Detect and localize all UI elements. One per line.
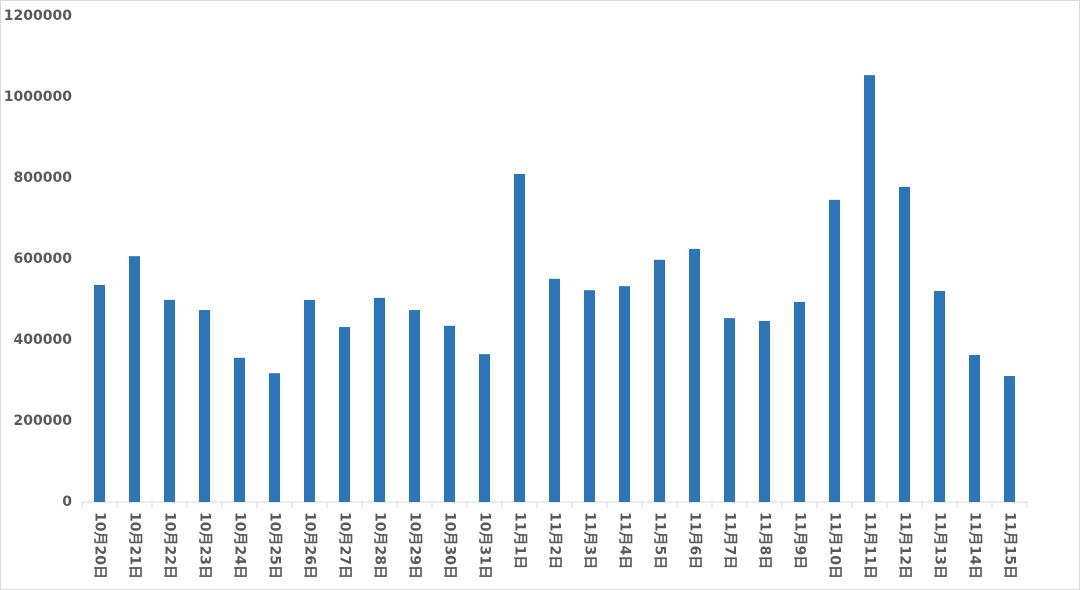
bar — [969, 354, 980, 502]
bar — [199, 310, 210, 502]
y-tick-label: 0 — [62, 494, 72, 510]
x-tick-label: 10月23日 — [197, 512, 213, 579]
bar — [479, 354, 490, 502]
bar — [899, 186, 910, 502]
bar — [164, 299, 175, 502]
y-tick-label: 600000 — [14, 251, 73, 267]
x-tick-label: 11月10日 — [827, 512, 843, 579]
bar — [689, 248, 700, 502]
bar — [129, 256, 140, 502]
x-tick-label: 11月6日 — [687, 512, 703, 569]
y-tick-label: 800000 — [14, 170, 73, 186]
bar — [514, 173, 525, 502]
x-tick-label: 10月25日 — [267, 512, 283, 579]
bar — [1004, 376, 1015, 502]
x-tick-label: 10月24日 — [232, 512, 248, 579]
x-tick-label: 11月8日 — [757, 512, 773, 569]
bar — [374, 297, 385, 502]
x-tick-label: 11月3日 — [582, 512, 598, 569]
x-tick-label: 10月21日 — [127, 512, 143, 579]
bar — [584, 290, 595, 502]
x-tick-label: 10月28日 — [372, 512, 388, 579]
bar — [339, 327, 350, 502]
x-tick-label: 11月13日 — [932, 512, 948, 579]
bar — [794, 301, 805, 502]
bar — [549, 278, 560, 502]
bar — [724, 318, 735, 502]
x-tick-label: 11月2日 — [547, 512, 563, 569]
x-tick-label: 10月26日 — [302, 512, 318, 579]
bar — [864, 75, 875, 502]
x-tick-label: 10月27日 — [337, 512, 353, 579]
y-tick-label: 1200000 — [4, 8, 72, 24]
x-tick-label: 11月1日 — [512, 512, 528, 569]
x-tick-label: 10月20日 — [92, 512, 108, 579]
x-tick-label: 11月5日 — [652, 512, 668, 569]
bar — [304, 299, 315, 502]
x-tick-label: 11月14日 — [967, 512, 983, 579]
bar — [444, 325, 455, 502]
x-tick-label: 10月22日 — [162, 512, 178, 579]
y-tick-label: 400000 — [14, 332, 73, 348]
x-tick-label: 10月30日 — [442, 512, 458, 579]
x-tick-label: 10月29日 — [407, 512, 423, 579]
bar — [269, 373, 280, 502]
x-tick-label: 11月12日 — [897, 512, 913, 579]
x-tick-label: 11月15日 — [1002, 512, 1018, 579]
x-tick-label: 11月4日 — [617, 512, 633, 569]
bar — [934, 290, 945, 502]
bar — [409, 310, 420, 502]
bar — [829, 199, 840, 502]
x-tick-label: 11月11日 — [862, 512, 878, 579]
bar — [759, 320, 770, 502]
bar — [654, 259, 665, 502]
x-tick-label: 11月9日 — [792, 512, 808, 569]
y-tick-label: 1000000 — [4, 89, 72, 105]
y-tick-label: 200000 — [14, 413, 73, 429]
x-tick-label: 11月7日 — [722, 512, 738, 569]
bar — [619, 286, 630, 502]
bar — [94, 284, 105, 502]
x-tick-label: 10月31日 — [477, 512, 493, 579]
bar — [234, 357, 245, 502]
